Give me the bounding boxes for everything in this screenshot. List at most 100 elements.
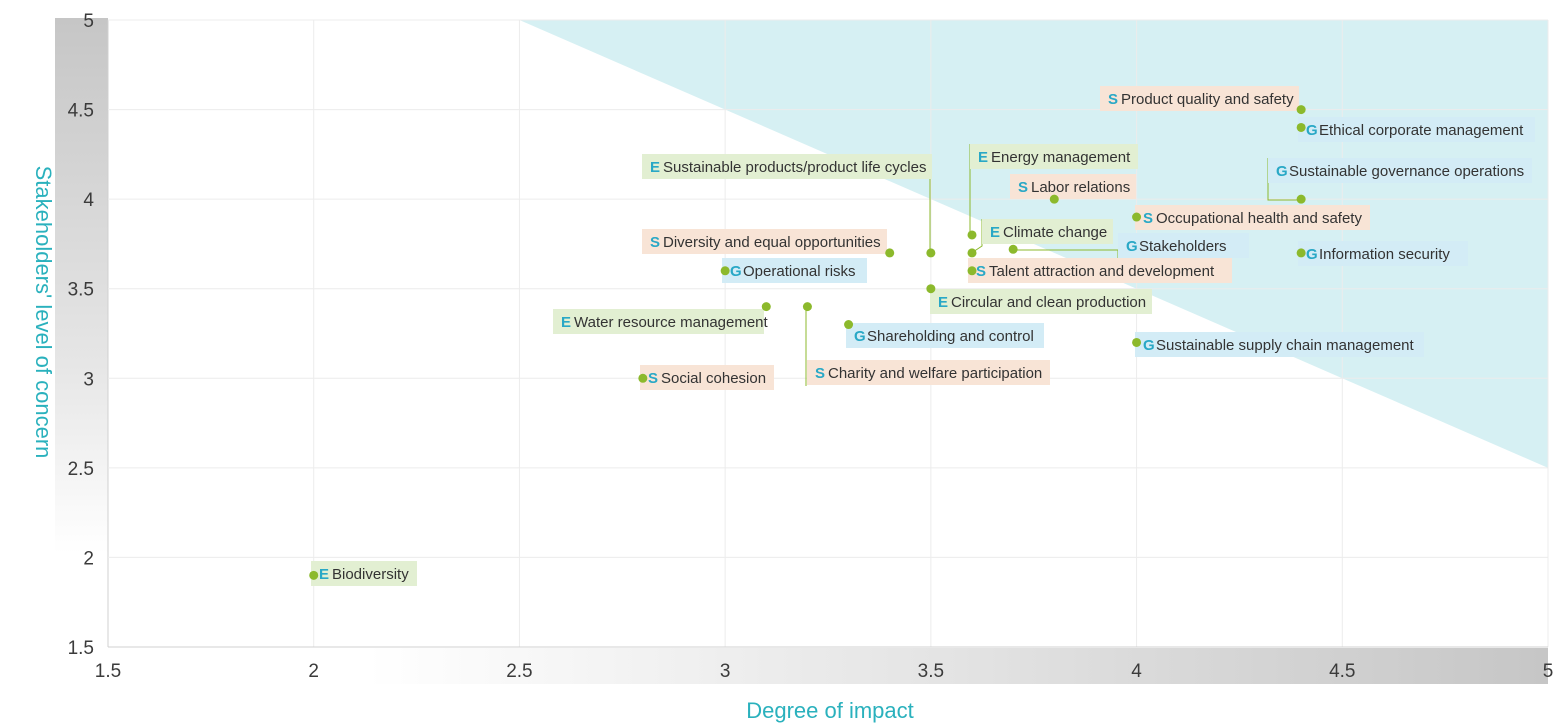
point-label-text: Circular and clean production bbox=[951, 294, 1146, 311]
data-point bbox=[967, 248, 977, 258]
point-label: G Operational risks bbox=[722, 258, 867, 283]
point-label-text: Sustainable supply chain management bbox=[1156, 337, 1414, 354]
point-category: S bbox=[650, 234, 660, 251]
point-category: S bbox=[1108, 91, 1118, 108]
point-category: S bbox=[815, 365, 825, 382]
point-label: S Talent attraction and development bbox=[968, 258, 1232, 283]
data-point bbox=[1296, 122, 1306, 132]
point-label-text: Diversity and equal opportunities bbox=[663, 234, 881, 251]
y-tick-label: 1.5 bbox=[68, 638, 94, 659]
point-category: G bbox=[730, 263, 742, 280]
point-label: E Water resource management bbox=[553, 309, 769, 334]
point-label-bg bbox=[1298, 117, 1535, 142]
point-label: S Diversity and equal opportunities bbox=[642, 229, 887, 254]
data-point bbox=[720, 266, 730, 276]
point-label: S Occupational health and safety bbox=[1135, 205, 1370, 230]
data-point bbox=[1296, 194, 1306, 204]
point-category: E bbox=[978, 149, 988, 166]
y-tick-label: 3.5 bbox=[68, 280, 94, 301]
data-point bbox=[1049, 194, 1059, 204]
point-label-bg bbox=[1135, 332, 1424, 357]
point-label-text: Water resource management bbox=[574, 314, 769, 331]
point-label: S Social cohesion bbox=[640, 365, 774, 390]
y-tick-label: 2.5 bbox=[68, 459, 94, 480]
point-label-text: Social cohesion bbox=[661, 370, 766, 387]
point-label-bg bbox=[722, 258, 867, 283]
y-tick-label: 3 bbox=[83, 369, 94, 390]
point-category: G bbox=[1143, 337, 1155, 354]
data-point bbox=[1132, 212, 1142, 222]
data-point bbox=[1132, 337, 1142, 347]
point-category: G bbox=[854, 328, 866, 345]
point-category: E bbox=[319, 566, 329, 583]
y-tick-label: 4.5 bbox=[68, 101, 94, 122]
x-tick-label: 4.5 bbox=[1329, 661, 1355, 682]
point-label-text: Sustainable governance operations bbox=[1289, 163, 1524, 180]
point-label-bg bbox=[970, 144, 1138, 169]
x-tick-label: 4 bbox=[1131, 661, 1142, 682]
data-point bbox=[1296, 105, 1306, 115]
x-axis-band bbox=[108, 648, 1548, 684]
data-point bbox=[885, 248, 895, 258]
point-label: G Information security bbox=[1298, 241, 1468, 266]
data-points bbox=[309, 105, 1306, 580]
y-tick-label: 2 bbox=[83, 548, 94, 569]
point-category: G bbox=[1306, 122, 1318, 139]
point-label-text: Sustainable products/product life cycles bbox=[663, 159, 926, 176]
point-label-bg bbox=[1298, 241, 1468, 266]
point-label: S Labor relations bbox=[1010, 174, 1136, 199]
point-category: G bbox=[1276, 163, 1288, 180]
point-label-bg bbox=[642, 229, 887, 254]
point-label-text: Ethical corporate management bbox=[1319, 122, 1524, 139]
point-label: E Climate change bbox=[982, 219, 1113, 244]
data-point bbox=[844, 320, 854, 330]
point-label-bg bbox=[930, 289, 1152, 314]
point-label: E Sustainable products/product life cycle… bbox=[642, 154, 932, 179]
point-label-text: Shareholding and control bbox=[867, 328, 1034, 345]
y-axis-title: Stakeholders' level of concern bbox=[31, 166, 56, 459]
point-label: E Energy management bbox=[970, 144, 1138, 169]
point-label-bg bbox=[1268, 158, 1532, 183]
x-tick-label: 5 bbox=[1543, 661, 1554, 682]
x-axis-title: Degree of impact bbox=[746, 698, 914, 723]
data-point bbox=[926, 248, 936, 258]
point-category: S bbox=[1143, 210, 1153, 227]
point-label-bg bbox=[1100, 86, 1299, 111]
data-point bbox=[802, 302, 812, 312]
data-point bbox=[967, 230, 977, 240]
point-label-bg bbox=[553, 309, 764, 334]
point-label-bg bbox=[1010, 174, 1136, 199]
point-label: G Ethical corporate management bbox=[1298, 117, 1535, 142]
point-label-text: Operational risks bbox=[743, 263, 856, 280]
data-point bbox=[926, 284, 936, 294]
x-tick-label: 3.5 bbox=[918, 661, 944, 682]
y-tick-labels: 1.5 2 2.5 3 3.5 4 4.5 5 bbox=[68, 11, 95, 659]
y-tick-label: 4 bbox=[83, 190, 94, 211]
point-category: S bbox=[976, 263, 986, 280]
point-label-text: Labor relations bbox=[1031, 179, 1130, 196]
y-axis-band bbox=[55, 18, 108, 648]
x-tick-label: 2.5 bbox=[506, 661, 532, 682]
point-label-bg bbox=[807, 360, 1050, 385]
point-label-bg bbox=[1135, 205, 1370, 230]
point-label: G Sustainable governance operations bbox=[1268, 158, 1532, 183]
point-category: E bbox=[938, 294, 948, 311]
x-tick-label: 2 bbox=[308, 661, 319, 682]
point-category: E bbox=[650, 159, 660, 176]
data-point bbox=[1008, 244, 1018, 254]
x-tick-labels: 1.5 2 2.5 3 3.5 4 4.5 5 bbox=[95, 661, 1554, 682]
point-label: G Shareholding and control bbox=[846, 323, 1044, 348]
x-tick-label: 3 bbox=[720, 661, 731, 682]
data-point bbox=[1296, 248, 1306, 258]
point-label: E Circular and clean production bbox=[930, 289, 1152, 314]
point-label-text: Stakeholders bbox=[1139, 238, 1227, 255]
data-point bbox=[967, 266, 977, 276]
point-label-text: Climate change bbox=[1003, 224, 1107, 241]
point-label-text: Charity and welfare participation bbox=[828, 365, 1042, 382]
point-label-bg bbox=[311, 561, 417, 586]
point-label: G Sustainable supply chain management bbox=[1135, 332, 1424, 357]
point-label-text: Biodiversity bbox=[332, 566, 409, 583]
point-label-text: Talent attraction and development bbox=[989, 263, 1215, 280]
